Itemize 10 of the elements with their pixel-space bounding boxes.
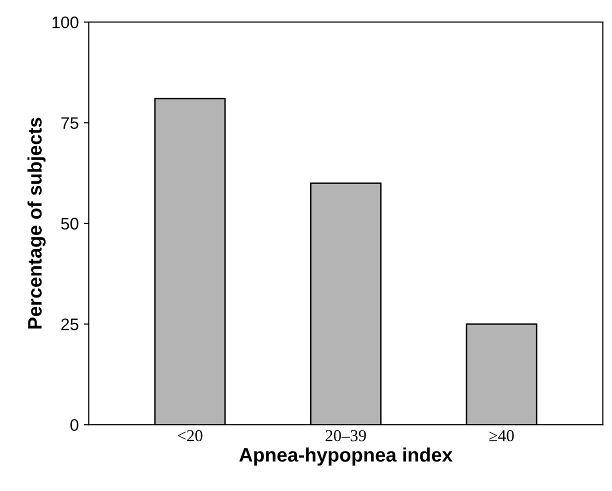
x-tick-label: ≥40 [489,430,514,442]
y-tick-label: 25 [61,318,78,330]
y-tick-label: 75 [61,117,78,129]
x-axis-title: Apnea-hypopnea index [239,447,453,466]
x-tick-label: <20 [178,430,202,442]
x-tick-label: 20–39 [326,430,366,442]
y-tick-label: 100 [52,16,78,28]
y-tick-label: 50 [61,218,78,230]
y-tick-label: 0 [70,419,78,431]
y-axis-title: Percentage of subjects [27,118,46,329]
